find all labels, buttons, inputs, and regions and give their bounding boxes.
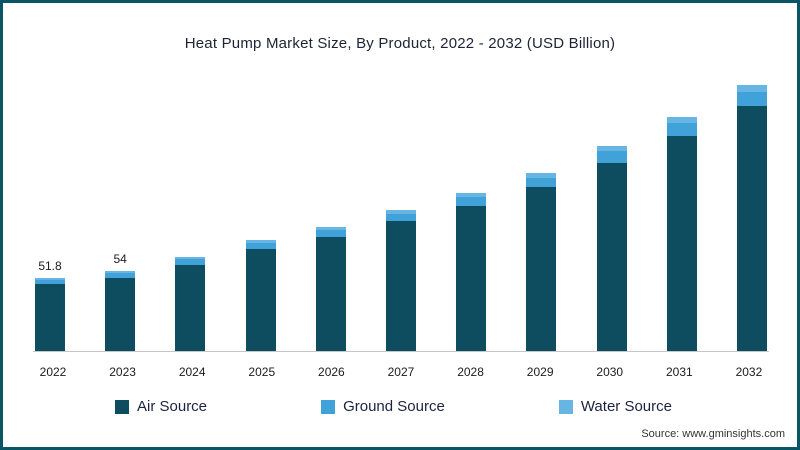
x-axis-label-2027: 2027 bbox=[387, 365, 415, 379]
bar-segment-2024-ground-source bbox=[175, 259, 206, 265]
bar-segment-2023-ground-source bbox=[105, 273, 136, 278]
bar-column-2022: 51.8 bbox=[33, 259, 67, 352]
legend-item-ground-source: Ground Source bbox=[321, 398, 445, 415]
bar-2022 bbox=[35, 278, 65, 352]
bar-segment-2032-ground-source bbox=[736, 91, 767, 107]
bar-segment-2023-air-source bbox=[105, 277, 136, 352]
bar-segment-2022-ground-source bbox=[35, 279, 65, 284]
bar-2025 bbox=[245, 240, 276, 352]
legend-item-water-source: Water Source bbox=[558, 398, 672, 415]
bar-segment-2032-air-source bbox=[736, 106, 767, 352]
x-axis-label-2022: 2022 bbox=[39, 365, 67, 379]
air-source-swatch-icon bbox=[115, 399, 129, 414]
bar-segment-2028-water-source bbox=[456, 193, 487, 197]
bar-segment-2023-water-source bbox=[105, 271, 136, 274]
bar-2030 bbox=[596, 146, 627, 352]
plot-area: 51.8 54 2022 2023 2024 2025 2026 2027 2028 2029 2… bbox=[33, 63, 769, 387]
bar-segment-2027-air-source bbox=[385, 221, 416, 352]
bar-segment-2026-ground-source bbox=[315, 230, 346, 237]
source-attribution: Source: www.gminsights.com bbox=[641, 428, 785, 440]
bar-segment-2028-air-source bbox=[456, 205, 487, 352]
bars-row: 51.8 54 bbox=[33, 52, 769, 352]
bar-segment-2030-ground-source bbox=[596, 151, 627, 163]
x-axis-label-2025: 2025 bbox=[248, 365, 276, 379]
x-axis-line bbox=[33, 351, 769, 352]
bar-segment-2024-water-source bbox=[175, 257, 206, 260]
x-axis-label-2032: 2032 bbox=[735, 365, 763, 379]
bar-column-2028 bbox=[454, 193, 488, 352]
x-axis-labels: 2022 2023 2024 2025 2026 2027 2028 2029 2030 2031… bbox=[33, 365, 769, 379]
bar-segment-2027-ground-source bbox=[385, 213, 416, 222]
bar-segment-2029-ground-source bbox=[526, 177, 557, 188]
x-axis-label-2028: 2028 bbox=[457, 365, 484, 379]
bar-2028 bbox=[456, 193, 487, 352]
bar-segment-2022-water-source bbox=[35, 278, 65, 280]
bar-segment-2026-water-source bbox=[315, 227, 346, 231]
x-axis-label-2029: 2029 bbox=[526, 365, 554, 379]
bar-2026 bbox=[315, 227, 346, 352]
legend-label-water-source: Water Source bbox=[580, 398, 672, 415]
bar-segment-2030-air-source bbox=[596, 162, 627, 352]
bar-column-2026 bbox=[314, 227, 348, 352]
bar-2032 bbox=[736, 85, 767, 352]
legend-item-air-source: Air Source bbox=[115, 398, 207, 415]
legend-label-air-source: Air Source bbox=[137, 398, 208, 415]
bar-segment-2026-air-source bbox=[315, 236, 346, 352]
bar-segment-2025-ground-source bbox=[245, 242, 276, 249]
bar-column-2025 bbox=[244, 240, 278, 352]
legend-label-ground-source: Ground Source bbox=[343, 398, 445, 415]
bar-value-label-2022: 51.8 bbox=[38, 259, 62, 273]
bar-segment-2025-air-source bbox=[245, 248, 276, 352]
bar-segment-2027-water-source bbox=[385, 210, 416, 214]
chart-title: Heat Pump Market Size, By Product, 2022 … bbox=[184, 35, 616, 52]
bar-2023 bbox=[105, 271, 136, 352]
x-axis-label-2030: 2030 bbox=[596, 365, 624, 379]
bar-segment-2032-water-source bbox=[736, 85, 767, 92]
bar-column-2031 bbox=[665, 117, 699, 352]
bar-column-2029 bbox=[524, 173, 558, 352]
bar-segment-2028-ground-source bbox=[456, 196, 487, 206]
bar-segment-2024-air-source bbox=[175, 264, 206, 352]
bar-segment-2025-water-source bbox=[245, 240, 276, 243]
x-axis-label-2023: 2023 bbox=[109, 365, 136, 379]
bar-2031 bbox=[666, 117, 697, 352]
x-axis-label-2026: 2026 bbox=[318, 365, 345, 379]
ground-source-swatch-icon bbox=[321, 399, 336, 414]
bar-2027 bbox=[385, 210, 416, 352]
bar-segment-2022-air-source bbox=[35, 283, 65, 352]
bar-column-2032 bbox=[735, 85, 769, 352]
bar-2024 bbox=[175, 257, 206, 352]
bar-column-2027 bbox=[384, 210, 418, 352]
bar-segment-2031-water-source bbox=[666, 117, 697, 123]
water-source-swatch-icon bbox=[558, 399, 573, 414]
bar-column-2023: 54 bbox=[103, 252, 137, 352]
x-axis-label-2031: 2031 bbox=[665, 365, 693, 379]
bar-value-label-2023: 54 bbox=[113, 252, 127, 266]
bar-column-2030 bbox=[595, 146, 629, 352]
legend: Air Source Ground Source Water Source bbox=[3, 398, 797, 415]
bar-segment-2031-ground-source bbox=[666, 122, 697, 136]
bar-segment-2029-air-source bbox=[526, 187, 557, 352]
bar-segment-2030-water-source bbox=[596, 146, 627, 152]
bar-segment-2029-water-source bbox=[526, 173, 557, 178]
bar-segment-2031-air-source bbox=[666, 135, 697, 352]
x-axis-label-2024: 2024 bbox=[178, 365, 206, 379]
bar-2029 bbox=[526, 173, 557, 352]
bar-column-2024 bbox=[173, 257, 207, 352]
